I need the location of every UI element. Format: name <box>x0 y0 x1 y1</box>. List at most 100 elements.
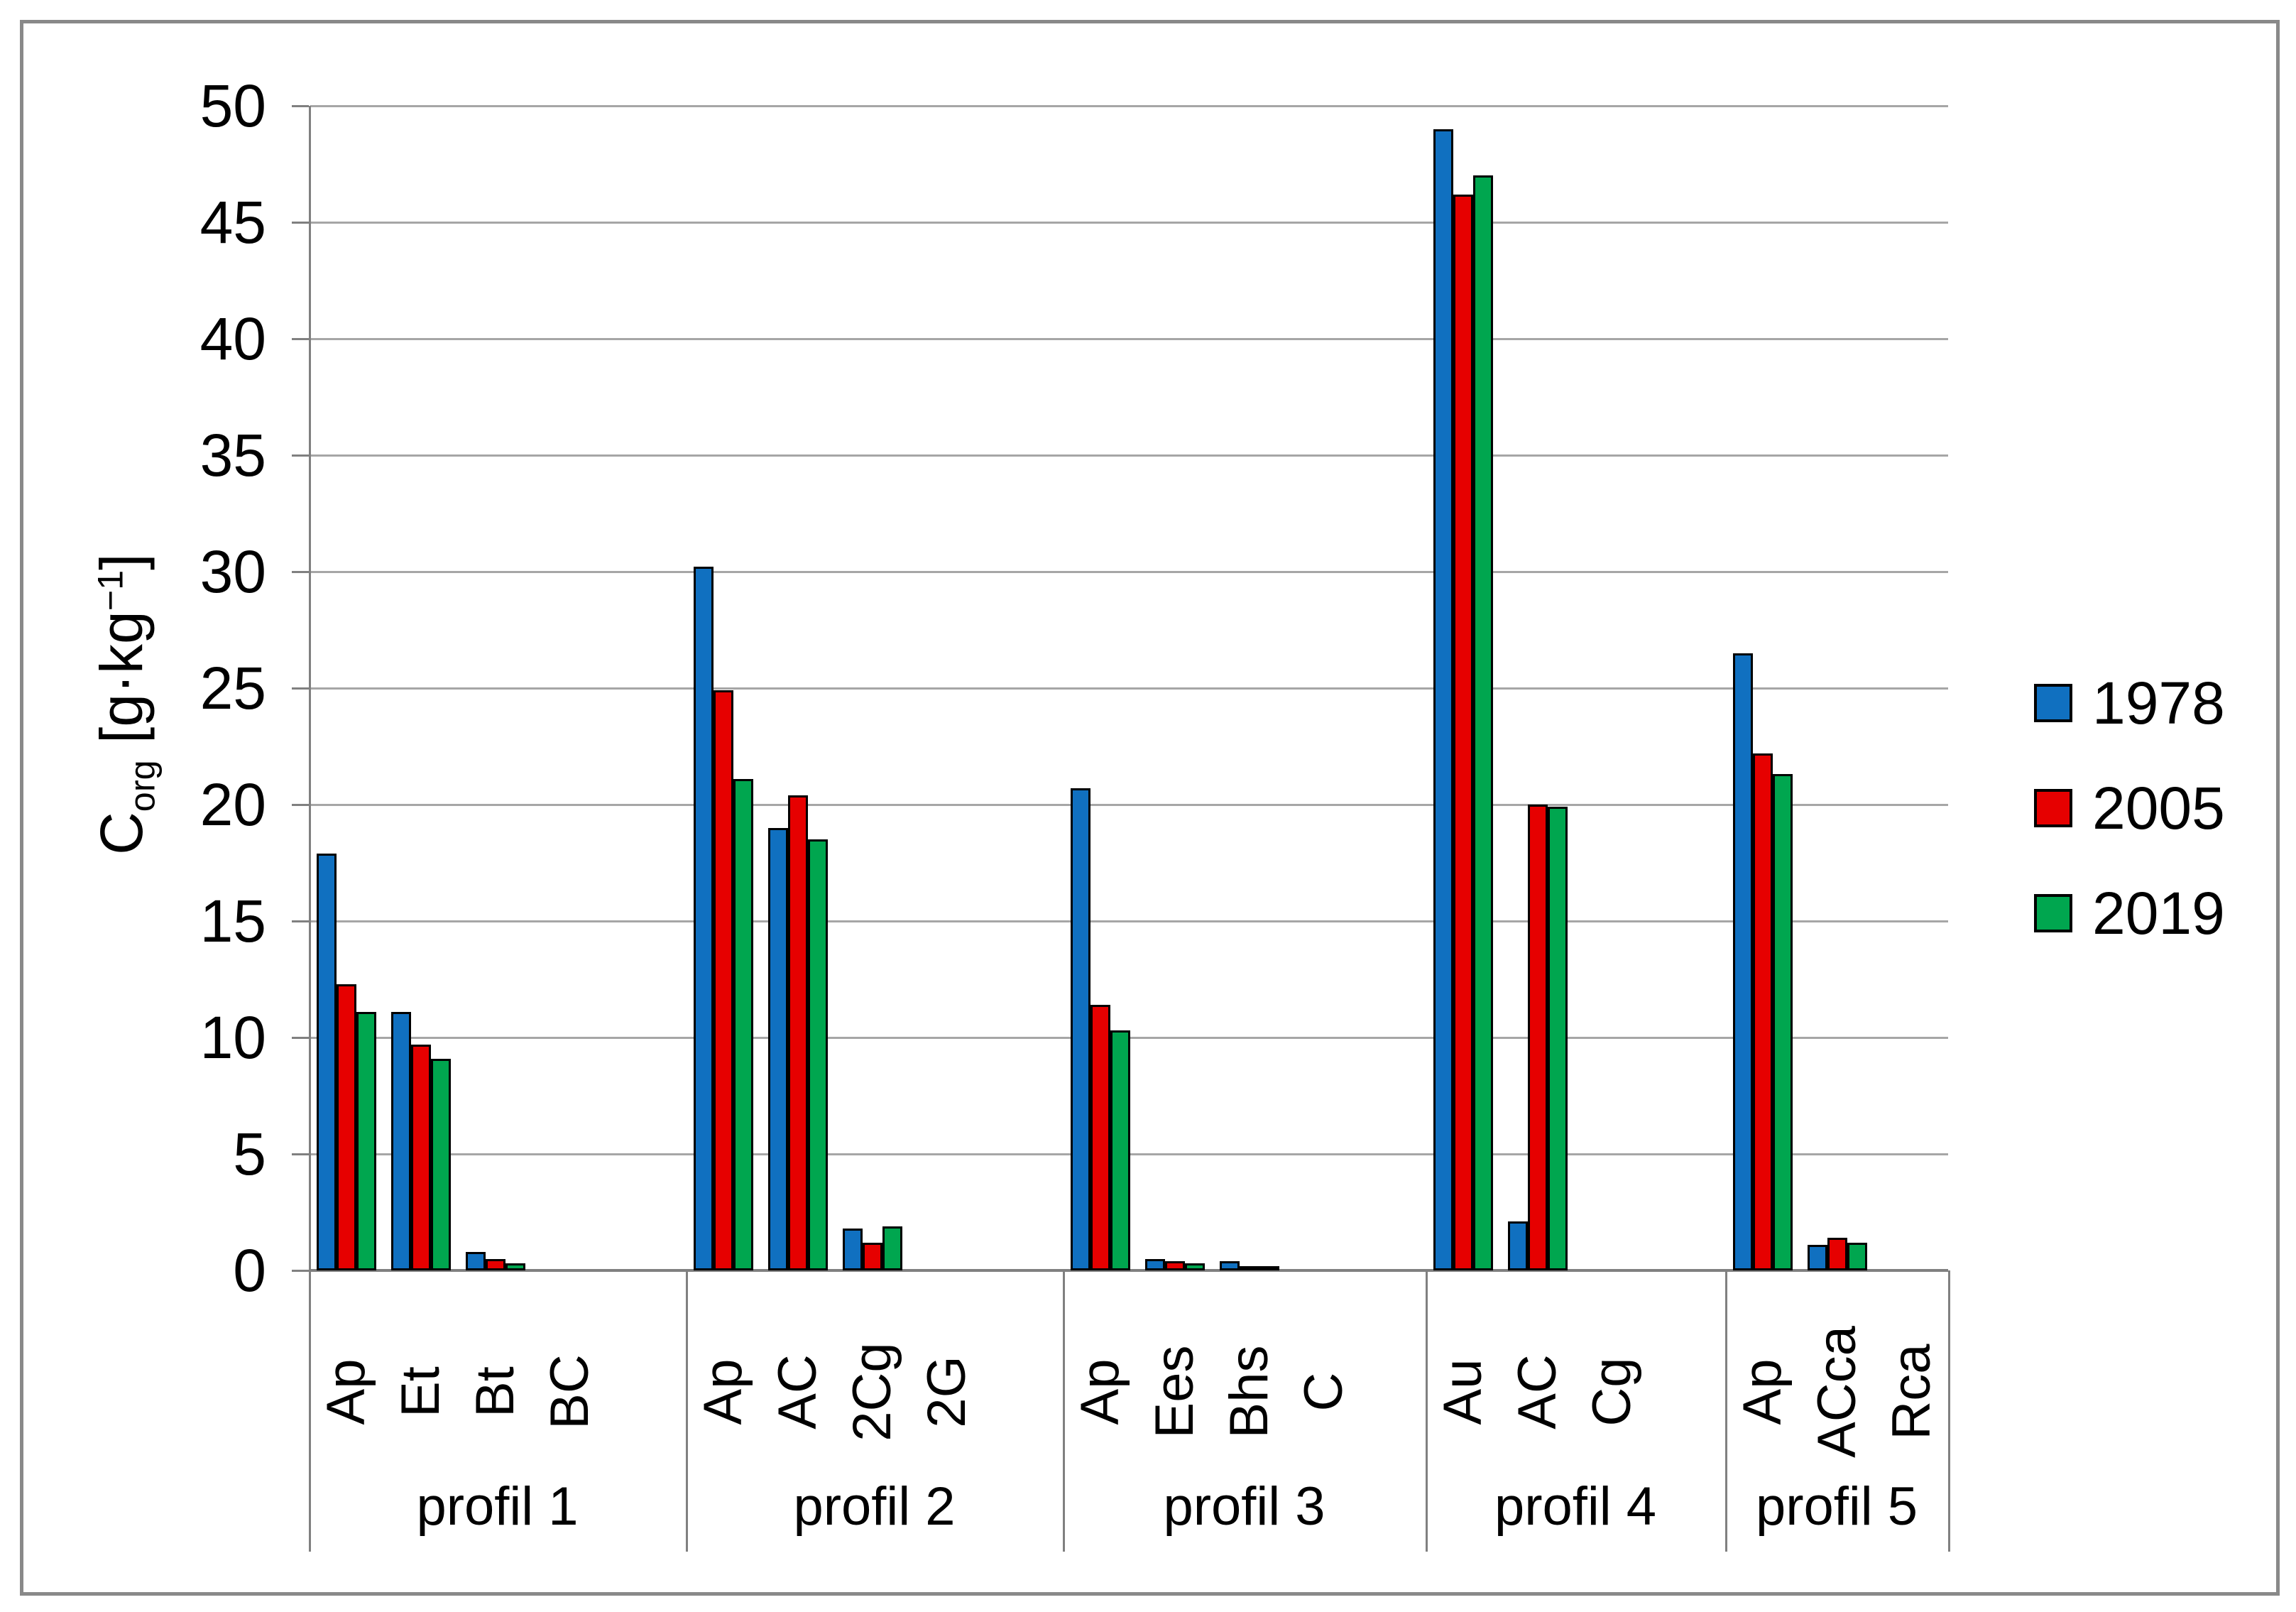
gridline <box>310 920 1948 922</box>
y-axis-tick <box>292 1153 309 1155</box>
legend-swatch-2019 <box>2034 894 2072 932</box>
y-axis-tick <box>292 338 309 340</box>
y-axis-tick-label: 30 <box>199 538 266 605</box>
y-axis-title-unit-open: [g·kg <box>88 611 155 761</box>
horizon-label: ACca <box>1806 1326 1867 1458</box>
horizon-label: Rca <box>1881 1344 1942 1440</box>
bar-2019-profil2-2Cg <box>882 1226 902 1270</box>
y-axis-tick-label: 40 <box>199 305 266 372</box>
y-axis-tick-label: 50 <box>199 72 266 139</box>
bar-2005-profil4-AC <box>1527 805 1548 1270</box>
y-axis-tick <box>292 920 309 922</box>
bar-2019-profil1-Ap <box>356 1011 376 1270</box>
y-axis-tick <box>292 687 309 690</box>
legend-item-2005: 2005 <box>2034 778 2225 838</box>
bar-2005-profil3-Ap <box>1090 1005 1110 1270</box>
y-axis-tick-label: 25 <box>199 655 266 721</box>
y-axis-tick <box>292 804 309 806</box>
bar-1978-profil3-Bhs <box>1219 1260 1240 1270</box>
bar-2019-profil1-Bt <box>505 1263 525 1270</box>
bar-2005-profil2-Ap <box>713 690 733 1270</box>
chart-border <box>20 20 2280 1596</box>
gridline <box>310 338 1948 340</box>
horizon-label: 2Cg <box>841 1342 902 1442</box>
horizon-label: AC <box>767 1354 828 1429</box>
y-axis-title: Corg [g·kg−1] <box>77 349 175 1060</box>
horizon-label: Et <box>390 1366 451 1417</box>
y-axis-tick-label: 10 <box>199 1004 266 1071</box>
bar-1978-profil4-AC <box>1507 1221 1528 1270</box>
y-axis-tick <box>292 222 309 224</box>
horizon-label: C <box>1293 1372 1354 1412</box>
group-separator <box>686 1270 688 1552</box>
y-axis-tick-label: 35 <box>199 422 266 489</box>
horizon-label: 2G <box>916 1356 977 1428</box>
bar-2019-profil3-Ap <box>1110 1030 1130 1270</box>
bar-2019-profil2-AC <box>807 839 828 1270</box>
bar-2005-profil1-Et <box>410 1044 431 1270</box>
bar-2005-profil5-Ap <box>1752 753 1773 1270</box>
bar-2005-profil3-Bhs <box>1239 1266 1259 1270</box>
legend-item-1978: 1978 <box>2034 673 2225 733</box>
bar-2019-profil1-Et <box>430 1058 451 1270</box>
y-axis-tick-label: 15 <box>199 888 266 954</box>
group-separator <box>1725 1270 1727 1552</box>
group-label: profil 3 <box>1163 1476 1325 1537</box>
bar-2005-profil1-Ap <box>336 984 356 1270</box>
group-separator <box>1426 1270 1428 1552</box>
y-axis-title-superscript: −1 <box>89 570 131 611</box>
bar-1978-profil3-Ees <box>1144 1258 1165 1270</box>
gridline <box>310 222 1948 224</box>
y-axis-title-unit-close: ] <box>88 553 155 570</box>
bar-1978-profil1-Ap <box>316 853 337 1270</box>
y-axis-tick <box>292 1270 309 1272</box>
horizon-label: BC <box>539 1354 600 1429</box>
gridline <box>310 454 1948 457</box>
bar-2019-profil3-Ees <box>1184 1263 1205 1270</box>
horizon-label: Ap <box>1069 1358 1130 1425</box>
y-axis-line <box>309 106 311 1552</box>
group-separator <box>1063 1270 1065 1552</box>
y-axis-tick <box>292 571 309 573</box>
bar-1978-profil1-Bt <box>465 1251 486 1270</box>
y-axis-title-subscript: org <box>121 760 163 812</box>
horizon-label: Ap <box>315 1358 376 1425</box>
x-axis-line <box>309 1269 1948 1272</box>
bar-1978-profil2-Ap <box>693 567 714 1270</box>
y-axis-tick <box>292 1037 309 1039</box>
horizon-label: Ap <box>1732 1358 1793 1425</box>
bar-2019-profil4-AC <box>1547 807 1568 1270</box>
legend-label: 2019 <box>2092 880 2225 947</box>
horizon-label: Bhs <box>1218 1345 1279 1439</box>
y-axis-tick-label: 0 <box>233 1237 266 1304</box>
bar-1978-profil5-Ap <box>1732 653 1753 1270</box>
bar-1978-profil3-Ap <box>1070 788 1090 1270</box>
group-label: profil 2 <box>793 1476 956 1537</box>
y-axis-tick <box>292 105 309 107</box>
bar-1978-profil4-Au <box>1433 129 1453 1270</box>
bar-2019-profil5-ACca <box>1847 1242 1867 1270</box>
bar-2019-profil5-Ap <box>1772 774 1793 1270</box>
bar-1978-profil2-2Cg <box>842 1228 863 1270</box>
bar-1978-profil2-AC <box>767 827 788 1270</box>
gridline <box>310 571 1948 573</box>
bar-2005-profil2-AC <box>787 795 808 1270</box>
y-axis-tick <box>292 454 309 457</box>
horizon-label: Bt <box>464 1366 525 1417</box>
bar-2005-profil2-2Cg <box>862 1242 882 1270</box>
horizon-label: Ees <box>1144 1345 1205 1439</box>
horizon-label: AC <box>1507 1354 1568 1429</box>
bar-2005-profil3-Ees <box>1164 1260 1185 1270</box>
bar-2005-profil5-ACca <box>1827 1238 1847 1270</box>
gridline <box>310 804 1948 806</box>
legend-swatch-1978 <box>2034 684 2072 722</box>
y-axis-title-base: C <box>88 812 155 855</box>
bar-2005-profil4-Au <box>1453 194 1473 1270</box>
bar-2005-profil1-Bt <box>485 1258 505 1270</box>
legend-swatch-2005 <box>2034 789 2072 827</box>
bar-2019-profil2-Ap <box>733 778 753 1270</box>
group-label: profil 4 <box>1494 1476 1657 1537</box>
bar-2019-profil4-Au <box>1472 175 1493 1270</box>
horizon-label: Ap <box>692 1358 753 1425</box>
